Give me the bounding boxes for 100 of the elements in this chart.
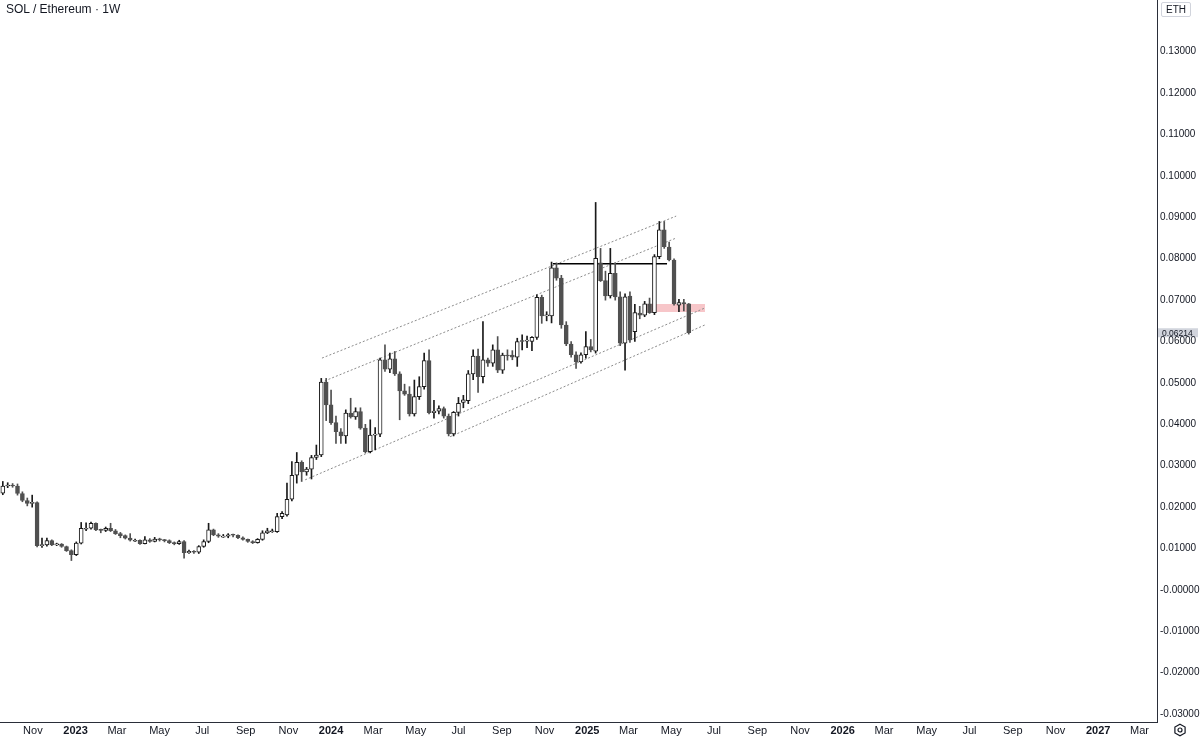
y-tick-label: 0.11000 (1160, 128, 1196, 140)
candlestick (64, 545, 69, 552)
candlestick (265, 527, 270, 534)
candlestick (681, 298, 687, 312)
candlestick (260, 530, 265, 541)
x-tick-label: 2027 (1085, 723, 1111, 736)
candlestick (608, 248, 613, 299)
candlestick (510, 350, 515, 361)
candlestick (593, 202, 598, 354)
candlestick (162, 539, 167, 543)
y-tick-label: 0.09000 (1160, 211, 1197, 223)
x-tick-label: Jul (195, 723, 210, 736)
x-tick-label: 2025 (575, 723, 600, 736)
y-tick-label: 0.06000 (1160, 335, 1197, 347)
y-tick-label: 0.07000 (1160, 293, 1197, 305)
candlestick (363, 424, 368, 454)
x-tick-label: Sep (235, 723, 256, 736)
candlestick (495, 336, 500, 373)
x-tick-label: May (149, 723, 171, 736)
x-tick-label: Mar (619, 723, 639, 736)
candlestick (69, 549, 74, 561)
x-tick-label: May (660, 723, 683, 736)
candlestick (5, 482, 11, 489)
candlestick (598, 248, 603, 282)
y-tick-label: 0.02000 (1160, 500, 1197, 512)
candlestick (314, 444, 319, 460)
x-tick-label: Nov (23, 723, 44, 736)
y-tick-label: 0.13000 (1160, 45, 1197, 57)
candlestick (451, 411, 456, 437)
x-tick-label: Nov (278, 723, 299, 736)
candlestick (412, 379, 417, 417)
x-tick-label: Jul (451, 723, 466, 736)
x-tick-label: Mar (874, 723, 894, 736)
y-tick-label: -0.03000 (1160, 707, 1200, 719)
candlestick (348, 397, 353, 419)
candlestick (652, 254, 657, 315)
candlestick (113, 529, 118, 535)
y-tick-label: 0.10000 (1160, 169, 1197, 181)
x-tick-label: May (916, 723, 938, 736)
y-tick-label: 0.12000 (1160, 86, 1197, 98)
candlestick (446, 413, 451, 437)
candlestick (603, 270, 608, 301)
x-tick-label: Sep (747, 723, 768, 736)
y-tick-label: 0.08000 (1160, 252, 1197, 264)
candlestick (118, 532, 123, 539)
text: 0.06214 (1162, 327, 1193, 338)
x-tick-label: Sep (492, 723, 512, 736)
candlestick (108, 522, 113, 532)
x-tick-label: Mar (107, 723, 127, 736)
x-tick-label: Jul (962, 723, 977, 736)
y-tick-label: -0.01000 (1160, 625, 1200, 637)
y-tick-label: 0.05000 (1160, 376, 1197, 388)
candlestick (559, 274, 564, 329)
x-tick-label: Jul (706, 723, 721, 736)
candlestick (407, 386, 412, 417)
candlestick (544, 311, 549, 322)
x-tick-label: May (405, 723, 427, 736)
x-tick-label: Mar (363, 723, 383, 736)
candlestick (657, 221, 662, 260)
candlestick (456, 397, 461, 417)
x-tick-label: 2026 (830, 723, 855, 736)
candlestick (167, 539, 172, 544)
y-tick-label: -0.00000 (1160, 583, 1200, 595)
candlestick (20, 491, 25, 503)
candlestick (211, 528, 216, 537)
candlestick (216, 533, 221, 538)
candlestick (225, 533, 231, 539)
candlestick (206, 522, 211, 544)
candlestick (554, 262, 559, 281)
x-tick-label: Nov (1045, 723, 1066, 736)
candlestick (10, 483, 15, 488)
x-tick-label: Mar (1130, 723, 1150, 736)
candlestick (255, 538, 260, 544)
candlestick (500, 352, 505, 374)
x-tick-label: Nov (534, 723, 555, 736)
candlestick (201, 539, 207, 548)
candlestick (152, 537, 158, 543)
candlestick (59, 543, 64, 548)
y-tick-label: 0.03000 (1160, 459, 1197, 471)
candlestick (549, 261, 554, 324)
candlestick (505, 349, 510, 361)
x-tick-label: 2024 (318, 723, 345, 736)
candlestick (299, 460, 304, 482)
candlestick (15, 483, 20, 496)
x-tick-label: Nov (790, 723, 811, 736)
x-tick-label: Sep (1003, 723, 1023, 736)
candlestick (358, 407, 363, 430)
candlestick (524, 335, 530, 349)
candlestick (647, 297, 652, 314)
candlestick (353, 407, 358, 420)
candlestick (103, 526, 109, 532)
candlestick (372, 427, 378, 451)
candlestick (397, 371, 402, 421)
candlestick (157, 537, 162, 542)
candlestick (642, 301, 647, 318)
x-tick-label: 2023 (63, 723, 88, 736)
candlestick (402, 383, 407, 396)
y-tick-label: 0.01000 (1160, 542, 1197, 554)
candlestick (309, 455, 314, 480)
y-tick-label: -0.02000 (1160, 666, 1200, 678)
